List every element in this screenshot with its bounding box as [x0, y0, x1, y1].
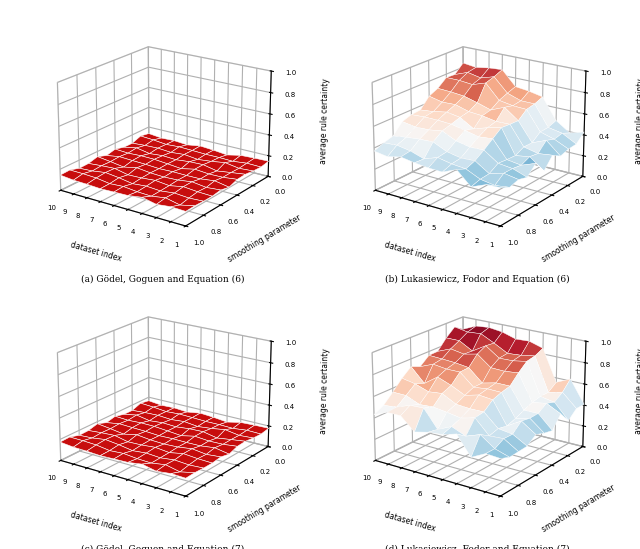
Title: (a) Gödel, Goguen and Equation (6): (a) Gödel, Goguen and Equation (6)	[81, 275, 244, 284]
Title: (d) Lukasiewicz, Fodor and Equation (7): (d) Lukasiewicz, Fodor and Equation (7)	[385, 545, 570, 549]
X-axis label: dataset index: dataset index	[384, 510, 436, 533]
Y-axis label: smoothing parameter: smoothing parameter	[226, 484, 302, 534]
X-axis label: dataset index: dataset index	[69, 240, 122, 263]
Title: (b) Lukasiewicz, Fodor and Equation (6): (b) Lukasiewicz, Fodor and Equation (6)	[385, 275, 570, 284]
Y-axis label: smoothing parameter: smoothing parameter	[541, 484, 617, 534]
X-axis label: dataset index: dataset index	[69, 510, 122, 533]
X-axis label: dataset index: dataset index	[384, 240, 436, 263]
Title: (c) Gödel, Goguen and Equation (7): (c) Gödel, Goguen and Equation (7)	[81, 545, 244, 549]
Y-axis label: smoothing parameter: smoothing parameter	[226, 214, 302, 264]
Y-axis label: smoothing parameter: smoothing parameter	[541, 214, 617, 264]
